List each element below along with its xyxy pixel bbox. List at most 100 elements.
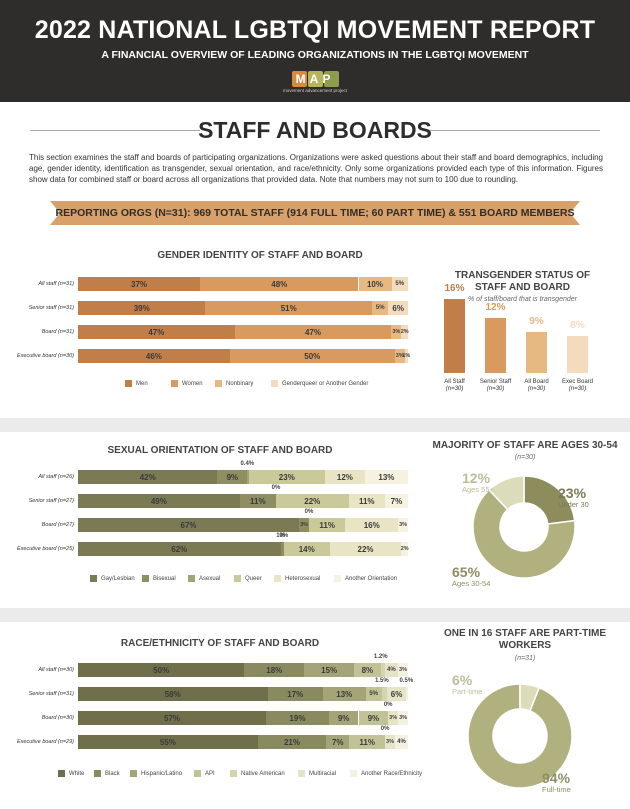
bar-value-label: 3%: [399, 667, 407, 673]
bar-segment: 22%: [276, 494, 349, 508]
bar-segment: 3%: [391, 325, 402, 339]
donut-svg: [472, 475, 576, 579]
bar-value-label: 3%: [399, 522, 408, 528]
bar-segment: 11%: [239, 494, 276, 508]
bar-segment: 3%: [299, 518, 309, 532]
race-ethnicity-chart: RACE/ETHNICITY OF STAFF AND BOARD All sta…: [0, 620, 630, 809]
bar-segment: 67%: [78, 518, 300, 532]
bar-value-label: 11%: [250, 496, 266, 506]
bar-segment: 13%: [364, 470, 408, 484]
bar-category-note: (n=30): [527, 386, 546, 392]
bar-segment: 14%: [283, 542, 330, 556]
bar-value-label: 9%: [529, 315, 544, 327]
legend-item: Women: [171, 380, 203, 387]
donut-value: 23%: [558, 485, 587, 501]
bar-segment: 5%: [372, 301, 389, 315]
legend-label: Nonbinary: [226, 380, 254, 387]
bar: [526, 331, 547, 373]
donut-label: 12% Ages 55+: [462, 471, 494, 495]
pie-slice: [488, 475, 525, 511]
row-label: All staff (n=31): [38, 281, 74, 287]
bar-value-label: 39%: [133, 303, 150, 313]
bar-value-label: 1%: [402, 353, 411, 359]
bar-value-label: 3%: [389, 715, 398, 721]
bar-segment: [280, 542, 284, 556]
bar-value-label: 14%: [298, 544, 315, 554]
bar-value-label: 13%: [378, 472, 395, 482]
row-label: Board (n=31): [41, 329, 74, 335]
bar-value-label: 18%: [266, 665, 283, 675]
bar-segment: 57%: [78, 711, 267, 725]
bar-value-label: 16%: [363, 520, 380, 530]
transgender-status-chart: TRANSGENDER STATUS OF STAFF AND BOARD % o…: [0, 240, 630, 415]
bar-segment: 4%: [384, 663, 398, 677]
bar-value-label: 3%: [386, 739, 394, 745]
legend-item: Bisexual: [142, 575, 176, 582]
row-label: Board (n=30): [41, 715, 74, 721]
donut-value: 6%: [452, 672, 473, 688]
legend-swatch: [142, 575, 149, 582]
bar-value-label: 12%: [485, 301, 506, 313]
bar-segment: 48%: [200, 277, 359, 291]
legend-swatch: [215, 380, 222, 387]
bar-value-label: 0%: [271, 485, 281, 491]
bar-value-label: 3%: [399, 715, 408, 721]
chart-subtitle: (n=30): [514, 454, 536, 461]
bar-category-label: Exec Board: [561, 379, 594, 385]
gender-identity-chart: GENDER IDENTITY OF STAFF AND BOARD All st…: [0, 240, 630, 415]
chart-title: MAJORITY OF STAFF ARE AGES 30-54: [432, 440, 618, 451]
legend-label: Hispanic/Latino: [141, 770, 183, 777]
bar-value-label: 16%: [444, 283, 465, 295]
bar: [567, 336, 588, 373]
bar-value-label: 3%: [300, 522, 309, 528]
legend-label: Black: [105, 770, 120, 777]
bar-value-label: 22%: [304, 496, 321, 506]
bar-segment: 4%: [394, 735, 408, 749]
report-title: 2022 NATIONAL LGBTQI MOVEMENT REPORT: [34, 16, 596, 44]
bar-segment: 5%: [391, 277, 408, 291]
bar-segment: 18%: [244, 663, 305, 677]
bar-value-label: 37%: [131, 279, 148, 289]
bar-value-label: 1.2%: [373, 654, 388, 660]
bar-segment: [247, 470, 249, 484]
bar-segment: [406, 687, 408, 701]
bar-value-label: 47%: [304, 327, 321, 337]
legend-label: Men: [136, 380, 148, 387]
bar-category-label: Senior Staff: [479, 379, 512, 385]
bar-value-label: 5%: [375, 305, 385, 311]
bar-segment: 3%: [388, 711, 399, 725]
legend-swatch: [194, 770, 201, 777]
row-label: All staff (n=26): [38, 474, 74, 480]
bar-value-label: 57%: [164, 713, 181, 723]
bar-value-label: 4%: [387, 667, 396, 673]
legend-item: Nonbinary: [215, 380, 253, 387]
legend-item: Queer: [234, 575, 262, 582]
bar-segment: 50%: [229, 349, 395, 363]
bar-value-label: 2%: [400, 546, 409, 552]
legend-swatch: [94, 770, 101, 777]
legend-swatch: [234, 575, 241, 582]
legend-label: Gay/Lesbian: [101, 575, 135, 582]
bar-segment: 2%: [401, 325, 409, 339]
bar-value-label: 10%: [366, 279, 383, 289]
bar-value-label: 6%: [392, 303, 404, 313]
donut-category: Part-time: [452, 687, 483, 696]
bar-value-label: 4%: [397, 739, 406, 745]
legend-swatch: [230, 770, 237, 777]
bar-value-label: 5%: [395, 281, 405, 287]
bar-value-label: 62%: [171, 544, 188, 554]
bar-segment: 7%: [326, 735, 350, 749]
bar-segment: 9%: [358, 711, 389, 725]
donut-label: 23% Under 30: [558, 485, 589, 510]
bar-segment: 22%: [329, 542, 402, 556]
bar-segment: 47%: [78, 325, 235, 339]
bar-value-label: 42%: [139, 472, 156, 482]
bar-value-label: 1.5%: [375, 678, 389, 684]
legend-swatch: [298, 770, 305, 777]
bar-value-label: 3%: [395, 353, 404, 359]
bar-segment: 39%: [78, 301, 206, 315]
bar-segment: 37%: [78, 277, 201, 291]
legend-swatch: [90, 575, 97, 582]
row-label: All staff (n=30): [38, 667, 74, 673]
legend-item: Men: [125, 380, 148, 387]
